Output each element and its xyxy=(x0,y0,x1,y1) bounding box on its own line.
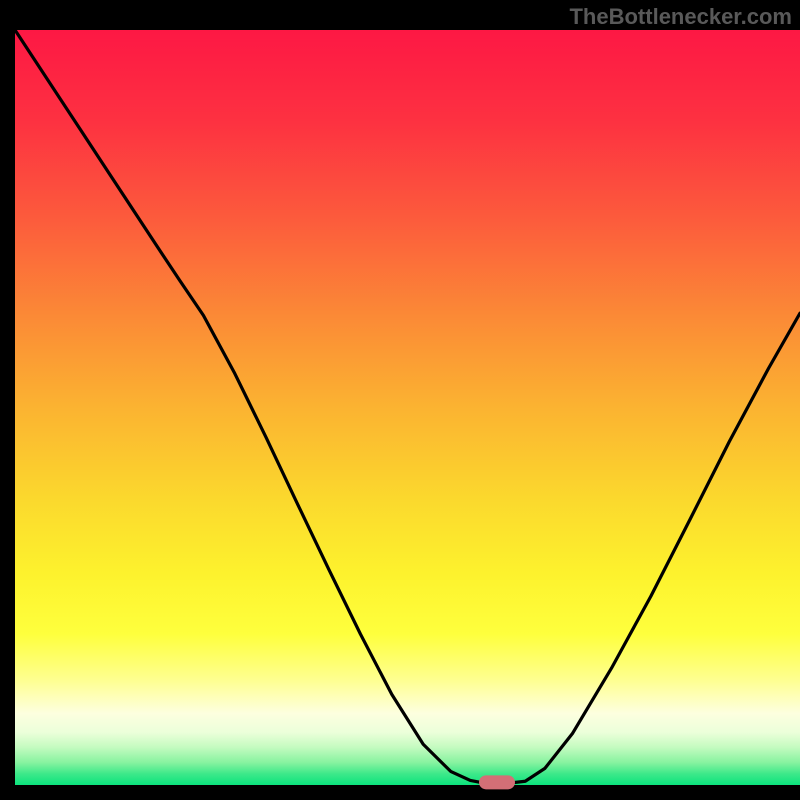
plot-area xyxy=(15,30,800,785)
watermark-text: TheBottlenecker.com xyxy=(569,4,792,29)
chart-svg: TheBottlenecker.com xyxy=(0,0,800,800)
optimal-marker xyxy=(479,775,515,789)
chart-root: TheBottlenecker.com xyxy=(0,0,800,800)
